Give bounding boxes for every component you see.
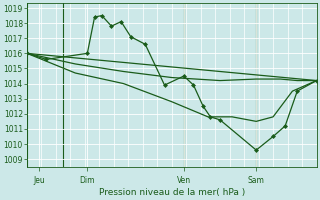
X-axis label: Pression niveau de la mer( hPa ): Pression niveau de la mer( hPa ) — [99, 188, 245, 197]
